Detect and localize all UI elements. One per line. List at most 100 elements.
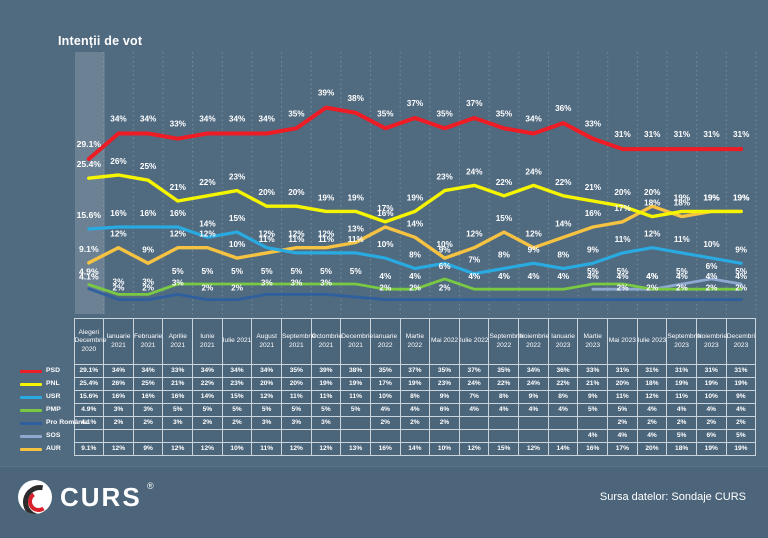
cell-1-8: 19% bbox=[310, 377, 342, 391]
cell-1-2: 25% bbox=[132, 377, 164, 391]
column-header-4: Iunie 2021 bbox=[192, 318, 223, 365]
cell-3-0: 4.9% bbox=[73, 403, 105, 417]
cell-6-12: 10% bbox=[429, 442, 460, 456]
table-row: PNL 25.4% 26% 25% 21% 22% 23% 20% 20% 19% 19% 17% 19… bbox=[18, 377, 757, 391]
data-label-6-16: 14% bbox=[555, 219, 572, 228]
data-label-0-22: 31% bbox=[733, 130, 750, 139]
cell-4-2: 2% bbox=[132, 416, 164, 430]
data-label-0-7: 35% bbox=[288, 109, 305, 118]
data-label-1-20: 19% bbox=[674, 193, 691, 202]
data-label-3-12: 6% bbox=[439, 262, 452, 271]
column-header-2: Februarie 2021 bbox=[132, 318, 164, 365]
cell-4-9 bbox=[340, 416, 371, 430]
cell-4-19: 2% bbox=[636, 416, 668, 430]
column-header-16: Ianuarie 2023 bbox=[547, 318, 579, 365]
cell-0-7: 35% bbox=[280, 364, 312, 378]
cell-1-7: 20% bbox=[280, 377, 312, 391]
footer-bar: CURS ® Sursa datelor: Sondaje CURS bbox=[0, 466, 768, 538]
cell-4-21: 2% bbox=[695, 416, 727, 430]
data-label-2-18: 11% bbox=[615, 235, 632, 244]
data-label-1-18: 20% bbox=[614, 188, 631, 197]
series-line-psd bbox=[86, 105, 744, 161]
column-header-13: Iulie 2022 bbox=[458, 318, 490, 365]
cell-3-10: 4% bbox=[369, 403, 401, 417]
legend-label: PSD bbox=[46, 366, 60, 374]
data-label-4-1: 2% bbox=[113, 284, 126, 293]
cell-6-17: 16% bbox=[577, 442, 609, 456]
cell-2-4: 14% bbox=[192, 390, 223, 404]
data-label-2-3: 16% bbox=[170, 209, 187, 218]
data-label-2-5: 15% bbox=[229, 214, 246, 223]
column-header-7: Septembrie 2021 bbox=[280, 318, 316, 365]
column-header-3: Aprilie 2021 bbox=[162, 318, 194, 365]
cell-2-3: 16% bbox=[162, 390, 194, 404]
cell-3-14: 4% bbox=[488, 403, 520, 417]
data-label-3-1: 3% bbox=[113, 277, 126, 286]
data-label-3-22: 4% bbox=[735, 272, 748, 281]
cell-4-14 bbox=[488, 416, 520, 430]
cell-0-16: 36% bbox=[547, 364, 579, 378]
legend-label: AUR bbox=[46, 444, 61, 452]
legend-swatch-icon bbox=[20, 408, 42, 412]
cell-5-13 bbox=[458, 429, 490, 443]
cell-0-9: 38% bbox=[340, 364, 371, 378]
legend-swatch-icon bbox=[20, 382, 42, 386]
data-label-6-2: 9% bbox=[142, 245, 155, 254]
data-label-6-1: 12% bbox=[110, 230, 127, 239]
data-label-6-21: 19% bbox=[703, 193, 720, 202]
header-corner-cell bbox=[18, 318, 74, 365]
cell-6-4: 12% bbox=[192, 442, 223, 456]
data-label-6-13: 12% bbox=[466, 230, 483, 239]
data-label-4-18: 2% bbox=[617, 284, 630, 293]
cell-3-1: 3% bbox=[103, 403, 134, 417]
data-label-0-17: 33% bbox=[585, 120, 602, 129]
data-label-2-10: 10% bbox=[377, 240, 394, 249]
data-label-0-21: 31% bbox=[703, 130, 720, 139]
data-label-3-13: 4% bbox=[468, 272, 481, 281]
cell-4-5: 2% bbox=[221, 416, 253, 430]
cell-4-17 bbox=[577, 416, 609, 430]
data-label-3-16: 4% bbox=[557, 272, 570, 281]
cell-0-22: 31% bbox=[725, 364, 757, 378]
table-row: AUR 9.1% 12% 9% 12% 12% 10% 11% 12% 12% 13% 16% 14% 1… bbox=[18, 442, 757, 456]
column-header-0: Alegeri Decembrie 2020 bbox=[73, 318, 106, 365]
table-row: PMP 4.9% 3% 3% 5% 5% 5% 5% 5% 5% 5% 4% 4% 6% 4% 4% 4% 4% 5… bbox=[18, 403, 757, 417]
data-label-5-20: 5% bbox=[676, 267, 689, 276]
cell-4-18: 2% bbox=[607, 416, 638, 430]
cell-1-1: 26% bbox=[103, 377, 134, 391]
data-label-4-5: 2% bbox=[231, 284, 244, 293]
data-label-1-19: 18% bbox=[644, 199, 661, 208]
data-label-0-16: 36% bbox=[555, 104, 572, 113]
cell-3-3: 5% bbox=[162, 403, 194, 417]
data-label-1-15: 24% bbox=[525, 167, 542, 176]
cell-6-19: 20% bbox=[636, 442, 668, 456]
column-header-15: Noiembrie 2022 bbox=[518, 318, 549, 365]
data-label-1-12: 23% bbox=[436, 173, 453, 182]
data-label-6-3: 12% bbox=[170, 230, 187, 239]
data-label-6-14: 15% bbox=[496, 214, 513, 223]
cell-2-14: 8% bbox=[488, 390, 520, 404]
data-label-3-5: 5% bbox=[231, 267, 244, 276]
data-label-4-19: 2% bbox=[646, 284, 659, 293]
data-label-2-20: 11% bbox=[674, 235, 691, 244]
cell-5-12 bbox=[429, 429, 460, 443]
cell-0-0: 29.1% bbox=[73, 364, 105, 378]
cell-4-11: 2% bbox=[399, 416, 431, 430]
data-label-0-1: 34% bbox=[110, 115, 127, 124]
cell-6-0: 9.1% bbox=[73, 442, 105, 456]
data-label-3-0: 4.9% bbox=[79, 267, 99, 277]
cell-6-7: 12% bbox=[280, 442, 312, 456]
data-label-3-2: 3% bbox=[142, 277, 155, 286]
data-label-3-15: 4% bbox=[528, 272, 541, 281]
data-label-5-17: 4% bbox=[587, 272, 600, 281]
data-label-0-12: 35% bbox=[436, 109, 453, 118]
cell-0-8: 39% bbox=[310, 364, 342, 378]
cell-5-5 bbox=[221, 429, 253, 443]
cell-6-1: 12% bbox=[103, 442, 134, 456]
data-label-0-18: 31% bbox=[614, 130, 631, 139]
cell-1-5: 23% bbox=[221, 377, 253, 391]
data-label-0-0: 29.1% bbox=[77, 139, 102, 149]
data-label-2-2: 16% bbox=[140, 209, 157, 218]
cell-2-7: 11% bbox=[280, 390, 312, 404]
